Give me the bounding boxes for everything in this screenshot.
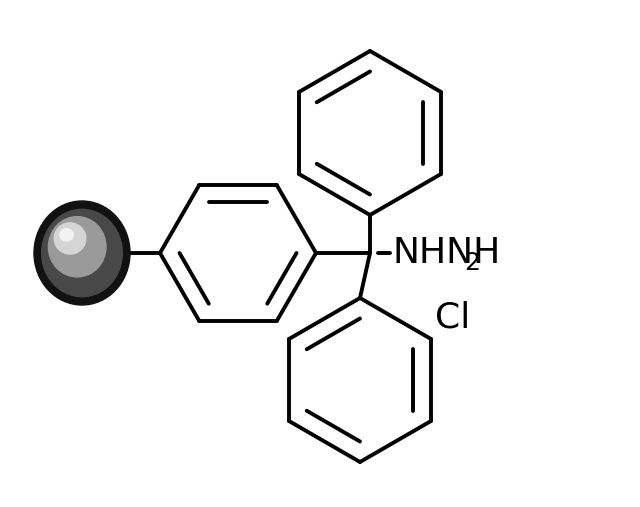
Text: Cl: Cl <box>435 301 470 335</box>
Ellipse shape <box>34 201 130 305</box>
Ellipse shape <box>60 229 74 241</box>
Text: NHNH: NHNH <box>392 236 500 270</box>
Ellipse shape <box>42 209 122 297</box>
Text: 2: 2 <box>464 251 480 275</box>
Ellipse shape <box>49 216 106 277</box>
Ellipse shape <box>54 223 86 254</box>
